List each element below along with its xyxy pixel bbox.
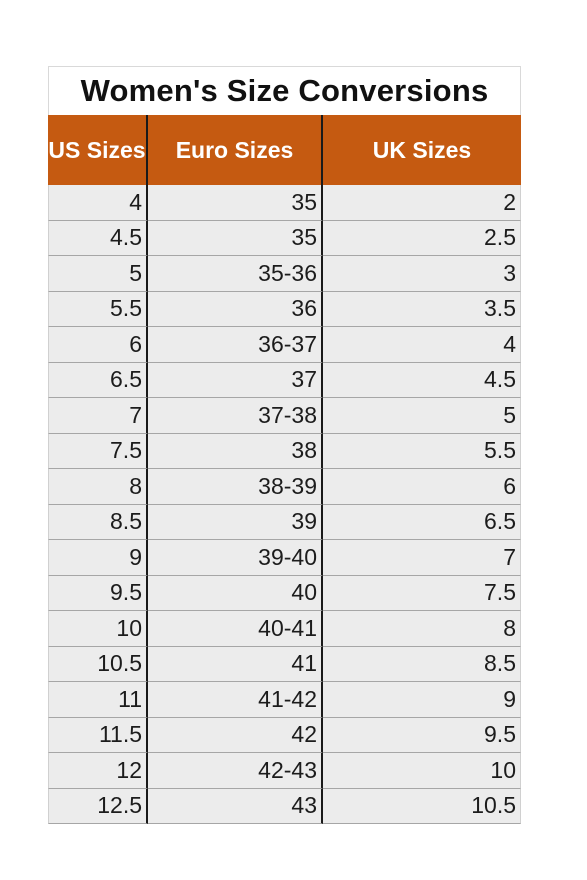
uk-size-cell: 3.5 bbox=[323, 291, 521, 327]
us-size-cell: 9 bbox=[48, 540, 148, 576]
us-size-cell: 7 bbox=[48, 398, 148, 434]
uk-size-cell: 10 bbox=[323, 753, 521, 789]
table-title: Women's Size Conversions bbox=[48, 66, 521, 115]
euro-size-cell: 40-41 bbox=[148, 611, 323, 647]
uk-size-cell: 2 bbox=[323, 185, 521, 221]
euro-size-cell: 43 bbox=[148, 788, 323, 824]
uk-size-cell: 6.5 bbox=[323, 504, 521, 540]
euro-size-cell: 38 bbox=[148, 433, 323, 469]
uk-size-cell: 3 bbox=[323, 256, 521, 292]
us-size-cell: 11 bbox=[48, 682, 148, 718]
us-size-cell: 10.5 bbox=[48, 646, 148, 682]
size-conversion-table: Women's Size Conversions US Sizes Euro S… bbox=[48, 66, 521, 824]
header-euro-sizes: Euro Sizes bbox=[148, 115, 323, 185]
euro-size-cell: 35 bbox=[148, 220, 323, 256]
euro-size-cell: 40 bbox=[148, 575, 323, 611]
uk-size-cell: 5 bbox=[323, 398, 521, 434]
us-size-cell: 12.5 bbox=[48, 788, 148, 824]
euro-size-cell: 37-38 bbox=[148, 398, 323, 434]
uk-size-cell: 7.5 bbox=[323, 575, 521, 611]
uk-size-cell: 10.5 bbox=[323, 788, 521, 824]
euro-size-cell: 39-40 bbox=[148, 540, 323, 576]
table-grid: US Sizes Euro Sizes UK Sizes 4 35 2 4.5 35 2.… bbox=[48, 115, 521, 824]
euro-size-cell: 42-43 bbox=[148, 753, 323, 789]
uk-size-cell: 6 bbox=[323, 469, 521, 505]
uk-size-cell: 8 bbox=[323, 611, 521, 647]
us-size-cell: 5.5 bbox=[48, 291, 148, 327]
euro-size-cell: 36 bbox=[148, 291, 323, 327]
us-size-cell: 4.5 bbox=[48, 220, 148, 256]
uk-size-cell: 9 bbox=[323, 682, 521, 718]
euro-size-cell: 36-37 bbox=[148, 327, 323, 363]
header-uk-sizes: UK Sizes bbox=[323, 115, 521, 185]
euro-size-cell: 38-39 bbox=[148, 469, 323, 505]
uk-size-cell: 5.5 bbox=[323, 433, 521, 469]
us-size-cell: 10 bbox=[48, 611, 148, 647]
uk-size-cell: 2.5 bbox=[323, 220, 521, 256]
uk-size-cell: 8.5 bbox=[323, 646, 521, 682]
us-size-cell: 5 bbox=[48, 256, 148, 292]
us-size-cell: 7.5 bbox=[48, 433, 148, 469]
euro-size-cell: 41 bbox=[148, 646, 323, 682]
euro-size-cell: 35 bbox=[148, 185, 323, 221]
us-size-cell: 9.5 bbox=[48, 575, 148, 611]
us-size-cell: 8 bbox=[48, 469, 148, 505]
us-size-cell: 11.5 bbox=[48, 717, 148, 753]
us-size-cell: 4 bbox=[48, 185, 148, 221]
uk-size-cell: 7 bbox=[323, 540, 521, 576]
us-size-cell: 8.5 bbox=[48, 504, 148, 540]
us-size-cell: 6 bbox=[48, 327, 148, 363]
us-size-cell: 6.5 bbox=[48, 362, 148, 398]
uk-size-cell: 4.5 bbox=[323, 362, 521, 398]
uk-size-cell: 9.5 bbox=[323, 717, 521, 753]
euro-size-cell: 39 bbox=[148, 504, 323, 540]
euro-size-cell: 41-42 bbox=[148, 682, 323, 718]
euro-size-cell: 37 bbox=[148, 362, 323, 398]
us-size-cell: 12 bbox=[48, 753, 148, 789]
header-us-sizes: US Sizes bbox=[48, 115, 148, 185]
uk-size-cell: 4 bbox=[323, 327, 521, 363]
euro-size-cell: 35-36 bbox=[148, 256, 323, 292]
euro-size-cell: 42 bbox=[148, 717, 323, 753]
